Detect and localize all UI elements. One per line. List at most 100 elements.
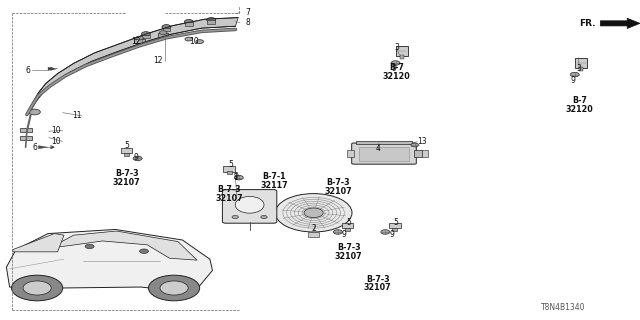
Circle shape [141, 32, 150, 36]
Bar [396, 46, 408, 56]
Polygon shape [50, 231, 197, 260]
Circle shape [148, 275, 200, 301]
Text: 9: 9 [342, 230, 347, 239]
Text: 5: 5 [124, 141, 129, 150]
Text: 9: 9 [133, 153, 138, 162]
Polygon shape [13, 234, 64, 252]
Text: 2: 2 [311, 224, 316, 233]
Circle shape [136, 36, 143, 40]
Circle shape [207, 18, 216, 22]
Bar [227, 171, 232, 174]
Text: 9: 9 [392, 64, 397, 73]
Circle shape [196, 40, 204, 44]
Text: 32107: 32107 [215, 194, 243, 203]
FancyBboxPatch shape [223, 189, 277, 223]
Text: 3: 3 [394, 44, 399, 52]
Circle shape [391, 61, 400, 65]
Circle shape [381, 230, 390, 234]
Polygon shape [48, 67, 58, 70]
Bar [20, 128, 32, 132]
Circle shape [304, 208, 323, 218]
Polygon shape [31, 18, 238, 110]
Text: B-7-1: B-7-1 [262, 172, 285, 181]
Text: 7: 7 [245, 8, 250, 17]
Text: B-7-3: B-7-3 [366, 275, 389, 284]
Bar [142, 35, 150, 38]
Text: 5: 5 [228, 160, 233, 169]
Bar [389, 223, 401, 228]
Bar [308, 232, 319, 237]
Text: 32117: 32117 [260, 181, 288, 190]
Bar [158, 33, 168, 38]
Bar [579, 67, 583, 71]
Circle shape [570, 72, 579, 77]
Text: B-7-3: B-7-3 [337, 244, 360, 252]
Bar [415, 150, 422, 157]
Circle shape [160, 281, 188, 295]
Text: 9: 9 [233, 172, 238, 181]
Bar [121, 148, 132, 153]
Text: T8N4B1340: T8N4B1340 [541, 303, 586, 312]
Text: 10: 10 [51, 126, 61, 135]
Text: 11: 11 [72, 111, 82, 120]
Text: 32120: 32120 [565, 105, 593, 114]
FancyBboxPatch shape [352, 143, 417, 164]
Circle shape [275, 194, 352, 232]
Bar [134, 39, 145, 43]
Text: 32107: 32107 [324, 187, 352, 196]
Text: 8: 8 [245, 18, 250, 27]
Text: 32107: 32107 [113, 178, 141, 187]
Polygon shape [600, 18, 640, 28]
Polygon shape [38, 146, 48, 149]
Bar [342, 223, 353, 228]
Circle shape [185, 37, 193, 41]
Bar [359, 147, 410, 161]
Text: 6: 6 [25, 66, 30, 75]
Text: 9: 9 [570, 76, 575, 85]
Text: 12: 12 [131, 37, 141, 46]
Text: 12: 12 [154, 56, 163, 65]
Bar [163, 28, 170, 31]
Bar [400, 55, 404, 59]
Circle shape [133, 156, 142, 161]
Circle shape [140, 249, 148, 253]
Circle shape [29, 109, 40, 115]
Polygon shape [6, 229, 212, 290]
Ellipse shape [236, 196, 264, 213]
Bar [185, 22, 193, 26]
Text: 32107: 32107 [335, 252, 363, 261]
Text: 9: 9 [389, 230, 394, 239]
Circle shape [85, 244, 94, 249]
Circle shape [232, 215, 238, 219]
Text: 4: 4 [375, 144, 380, 153]
Text: B-7-3: B-7-3 [326, 178, 349, 187]
Text: B-7: B-7 [389, 63, 404, 72]
Circle shape [411, 143, 419, 147]
Circle shape [184, 20, 193, 24]
Text: 5: 5 [393, 218, 398, 227]
Text: 6: 6 [32, 143, 37, 152]
Bar [207, 20, 215, 24]
Bar [356, 141, 412, 144]
Circle shape [162, 25, 171, 29]
Text: 32107: 32107 [364, 284, 392, 292]
Text: B-7-3: B-7-3 [115, 169, 138, 178]
Bar [124, 153, 129, 156]
Text: 5: 5 [346, 218, 351, 227]
Text: 10: 10 [189, 37, 198, 46]
Circle shape [159, 31, 167, 35]
Bar [223, 166, 235, 172]
Bar [20, 136, 32, 140]
Text: 10: 10 [51, 137, 61, 146]
Circle shape [12, 275, 63, 301]
Text: 32120: 32120 [383, 72, 411, 81]
Circle shape [333, 230, 342, 234]
Text: 3: 3 [577, 64, 582, 73]
Circle shape [23, 281, 51, 295]
Bar [345, 228, 350, 231]
Bar [422, 150, 429, 157]
Bar [347, 150, 354, 157]
Text: B-7-3: B-7-3 [218, 185, 241, 194]
Bar [575, 58, 587, 68]
Bar [392, 228, 397, 231]
